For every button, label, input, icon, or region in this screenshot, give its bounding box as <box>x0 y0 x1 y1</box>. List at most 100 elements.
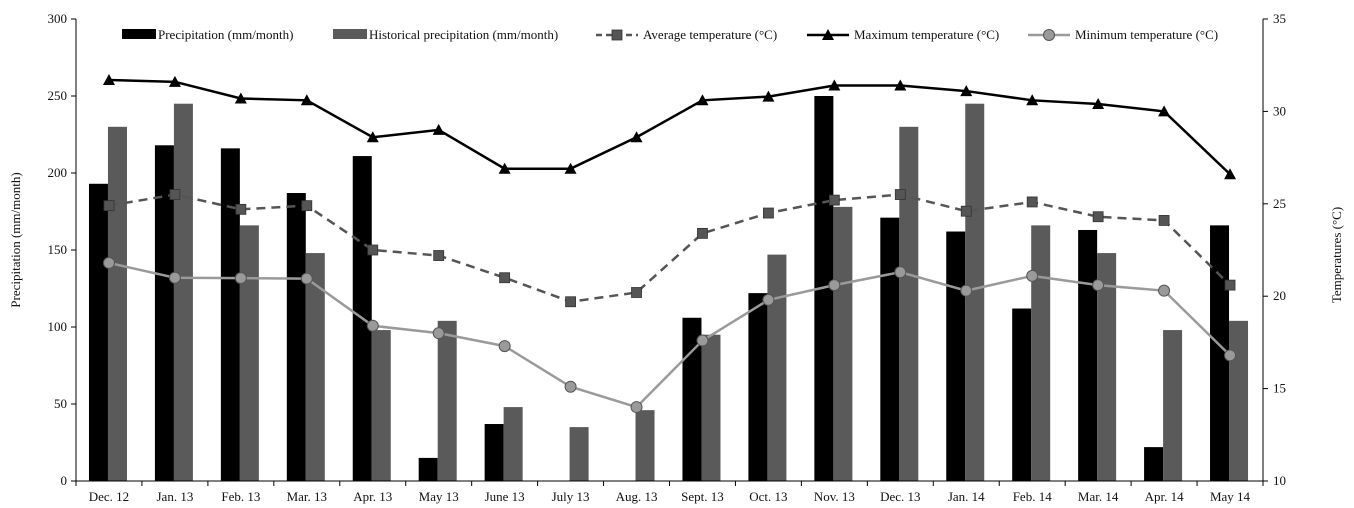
bar-historical-precipitation <box>1163 330 1183 481</box>
legend-label: Maximum temperature (°C) <box>854 27 999 42</box>
maximum-temperature-point <box>168 75 181 87</box>
maximum-temperature-point <box>1224 168 1237 180</box>
minimum-temperature-point <box>168 271 181 284</box>
bar-precipitation <box>682 317 702 481</box>
bar-precipitation <box>484 424 504 481</box>
maximum-temperature-point <box>630 131 643 143</box>
bar-historical-precipitation <box>503 407 523 481</box>
maximum-temperature-point <box>300 94 313 106</box>
legend-swatch <box>122 29 156 39</box>
minimum-temperature-point <box>1026 269 1039 282</box>
bar-precipitation <box>1012 308 1032 481</box>
bar-historical-precipitation <box>965 103 985 481</box>
maximum-temperature-point <box>498 162 511 174</box>
y2-tick-label: 30 <box>1273 103 1286 118</box>
bar-historical-precipitation <box>239 225 259 481</box>
y2-axis-title: Temperatures (°C) <box>1329 207 1344 303</box>
minimum-temperature-point <box>102 256 115 269</box>
bar-historical-precipitation <box>1097 253 1117 481</box>
x-tick-label: Mar. 14 <box>1078 489 1119 504</box>
maximum-temperature-point <box>102 73 115 85</box>
legend-label: Minimum temperature (°C) <box>1075 27 1218 42</box>
maximum-temperature-point <box>762 90 775 102</box>
y-tick-label: 50 <box>54 396 67 411</box>
bar-historical-precipitation <box>833 206 853 481</box>
maximum-temperature-point <box>234 92 247 104</box>
average-temperature-point <box>697 227 708 239</box>
legend: Precipitation (mm/month) Historical preci… <box>122 27 1218 42</box>
maximum-temperature-line <box>108 78 1231 176</box>
bar-precipitation <box>1144 447 1164 481</box>
y-tick-label: 0 <box>61 473 68 488</box>
legend-label: Precipitation (mm/month) <box>158 27 293 42</box>
average-temperature-point <box>169 189 181 200</box>
x-tick-label: Dec. 12 <box>89 489 129 504</box>
minimum-temperature-point <box>498 340 511 353</box>
average-temperature-point <box>301 200 313 212</box>
x-tick-label: Apr. 14 <box>1145 489 1185 504</box>
y-tick-label: 150 <box>48 242 68 257</box>
minimum-temperature-point <box>960 284 973 297</box>
legend-marker <box>822 29 834 40</box>
legend-label: Average temperature (°C) <box>643 27 777 42</box>
y2-tick-label: 20 <box>1273 288 1286 303</box>
maximum-temperature-point <box>696 94 709 106</box>
minimum-temperature-point <box>828 279 841 292</box>
average-temperature-point <box>763 207 774 219</box>
x-tick-label: May 13 <box>419 489 459 504</box>
legend-marker <box>611 29 623 41</box>
x-tick-label: Jan. 14 <box>948 489 985 504</box>
minimum-temperature-point <box>1224 349 1237 362</box>
bar-historical-precipitation <box>437 320 457 481</box>
bar-precipitation <box>418 457 438 481</box>
average-temperature-point <box>631 287 642 298</box>
minimum-temperature-point <box>1158 284 1171 297</box>
bar-precipitation <box>1210 225 1230 481</box>
bar-historical-precipitation <box>1031 225 1051 481</box>
bar-historical-precipitation <box>371 330 391 481</box>
minimum-temperature-point <box>696 334 709 347</box>
average-temperature-point <box>960 205 972 217</box>
x-tick-label: Dec. 13 <box>880 489 920 504</box>
y-tick-label: 100 <box>48 319 68 334</box>
minimum-temperature-point <box>630 401 643 414</box>
average-temperature-point <box>1092 211 1104 223</box>
average-temperature-point <box>1158 215 1170 226</box>
legend-label: Historical precipitation (mm/month) <box>369 27 558 42</box>
bar-precipitation <box>748 293 768 481</box>
bar-precipitation <box>154 145 174 481</box>
maximum-temperature-point <box>564 162 577 174</box>
average-temperature-point <box>1026 196 1038 208</box>
minimum-temperature-point <box>1092 279 1105 292</box>
y2-tick-label: 35 <box>1273 11 1286 26</box>
axes: 0 50 100 150 200 250 300 10 15 20 25 30 35 Dec. 12 Jan… <box>48 11 1287 504</box>
x-tick-label: Mar. 13 <box>287 489 327 504</box>
bar-historical-precipitation <box>569 427 589 481</box>
x-tick-label: Sept. 13 <box>681 489 724 504</box>
average-temperature-point <box>235 203 247 215</box>
minimum-temperature-point <box>762 293 775 306</box>
bar-historical-precipitation <box>173 103 193 481</box>
minimum-temperature-point <box>300 272 313 285</box>
average-temperature-point <box>828 194 840 206</box>
average-temperature-point <box>894 189 906 200</box>
minimum-temperature-point <box>894 266 907 279</box>
bar-precipitation <box>88 183 108 481</box>
x-tick-label: Feb. 14 <box>1013 489 1053 504</box>
maximum-temperature-point <box>1026 94 1039 106</box>
x-tick-label: May 14 <box>1210 489 1251 504</box>
plot-area <box>88 73 1249 482</box>
maximum-temperature-point <box>828 79 841 91</box>
average-temperature-line <box>108 193 1231 304</box>
bar-historical-precipitation <box>1229 320 1249 481</box>
legend-swatch <box>333 29 367 39</box>
maximum-temperature-point <box>960 85 973 97</box>
bar-precipitation <box>286 193 306 481</box>
bar-historical-precipitation <box>107 126 127 482</box>
average-temperature-point <box>103 200 115 212</box>
maximum-temperature-point <box>894 79 907 91</box>
maximum-temperature-point <box>1158 105 1171 117</box>
bar-historical-precipitation <box>899 126 919 482</box>
x-tick-label: Apr. 13 <box>353 489 392 504</box>
